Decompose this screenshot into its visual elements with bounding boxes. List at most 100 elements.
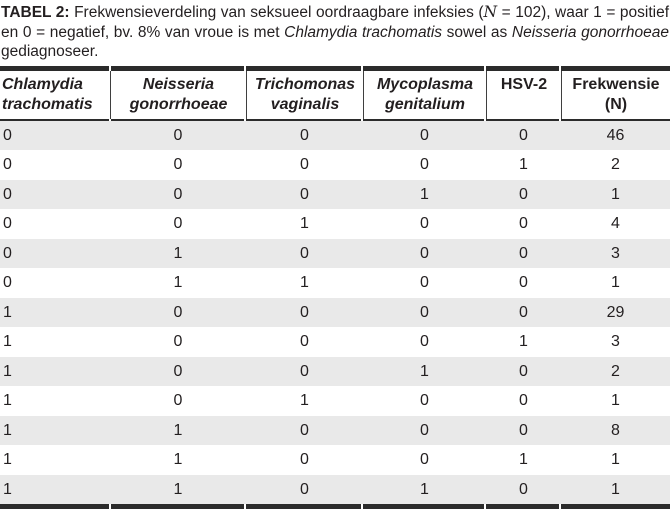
cell-mycoplasma: 1 — [420, 480, 429, 498]
column-header-trichomonas: Trichomonas vaginalis — [246, 70, 363, 119]
cell-chlamydia: 1 — [3, 451, 12, 468]
cell-neisseria: 0 — [173, 333, 183, 350]
cell-trichomonas: 0 — [300, 333, 309, 350]
header-line1: HSV-2 — [500, 75, 548, 93]
cell-frekwensie: 1 — [611, 185, 620, 203]
cell-neisseria: 1 — [173, 451, 183, 468]
table-row: 1 0 0 0 0 29 — [0, 297, 670, 327]
header-line2: vaginalis — [270, 96, 340, 113]
header-line2: trachomatis — [2, 96, 93, 113]
table-body: 0 0 0 0 0 46 0 0 0 0 1 2 0 0 0 1 0 1 0 0 1 0 0 4 0 1 0 0 0 3 0 1 1 0 0 1 1 0 0… — [0, 120, 670, 504]
cell-hsv2: 0 — [519, 303, 528, 321]
cell-chlamydia: 0 — [3, 215, 12, 232]
column-header-hsv2: HSV-2 — [486, 70, 561, 119]
cell-neisseria: 1 — [173, 274, 183, 291]
table-row: 0 0 1 0 0 4 — [0, 209, 670, 239]
cell-hsv2: 0 — [519, 244, 528, 262]
cell-frekwensie: 1 — [611, 451, 620, 468]
table-row: 0 1 1 0 0 1 — [0, 268, 670, 298]
column-header-frekwensie: Frekwensie (N) — [561, 70, 670, 119]
table-row: 0 0 0 0 1 2 — [0, 150, 670, 180]
caption-text: = 102), waar 1 = positief en 0 = negatie… — [1, 4, 670, 41]
cell-hsv2: 0 — [519, 274, 528, 291]
column-header-chlamydia: Chlamydia trachomatis — [0, 71, 110, 119]
cell-mycoplasma: 0 — [420, 392, 429, 409]
header-line1: Neisseria — [142, 75, 215, 93]
cell-neisseria: 1 — [173, 480, 183, 498]
table-row: 1 1 0 0 1 1 — [0, 445, 670, 475]
cell-mycoplasma: 0 — [420, 303, 429, 321]
cell-trichomonas: 0 — [300, 451, 309, 468]
cell-neisseria: 0 — [173, 362, 183, 380]
cell-mycoplasma: 0 — [420, 451, 429, 468]
header-line2: gonorrhoeae — [129, 96, 228, 113]
cell-mycoplasma: 0 — [420, 244, 429, 262]
cell-hsv2: 0 — [519, 185, 528, 203]
cell-trichomonas: 1 — [300, 215, 309, 232]
table-caption: TABEL 2: Frekwensieverdeling van seksuee… — [0, 0, 670, 66]
caption-label: TABEL 2: — [1, 4, 70, 21]
cell-chlamydia: 1 — [3, 362, 12, 380]
cell-trichomonas: 0 — [300, 480, 309, 498]
caption-species-1: Chlamydia trachomatis — [284, 23, 443, 41]
header-line2: (N) — [604, 96, 628, 113]
table-row: 0 0 0 0 0 46 — [0, 120, 670, 150]
cell-frekwensie: 29 — [606, 303, 625, 321]
header-bottom-rule — [0, 118, 670, 121]
cell-chlamydia: 0 — [3, 126, 12, 144]
table-row: 1 0 0 0 1 3 — [0, 327, 670, 357]
cell-chlamydia: 1 — [3, 421, 12, 439]
column-header-mycoplasma: Mycoplasma genitalium — [363, 70, 486, 119]
cell-frekwensie: 3 — [611, 244, 620, 262]
cell-chlamydia: 0 — [3, 156, 12, 173]
cell-frekwensie: 8 — [611, 421, 620, 439]
caption-n-symbol: N — [483, 3, 498, 21]
caption-species-2: Neisseria gonorrhoeae — [511, 23, 669, 41]
cell-neisseria: 1 — [173, 421, 183, 439]
cell-chlamydia: 0 — [3, 244, 12, 262]
cell-hsv2: 1 — [519, 156, 528, 173]
header-line1: Chlamydia — [2, 75, 83, 93]
cell-mycoplasma: 0 — [420, 156, 429, 173]
cell-mycoplasma: 1 — [420, 362, 429, 380]
cell-trichomonas: 1 — [300, 392, 309, 409]
cell-neisseria: 1 — [173, 244, 183, 262]
table-row: 1 0 1 0 0 1 — [0, 386, 670, 416]
table-row: 0 1 0 0 0 3 — [0, 238, 670, 268]
header-line1: Mycoplasma — [376, 75, 474, 93]
cell-mycoplasma: 0 — [420, 126, 429, 144]
header-line1: Trichomonas — [254, 75, 356, 93]
cell-chlamydia: 1 — [3, 480, 12, 498]
table-top-border — [0, 65, 670, 71]
cell-chlamydia: 1 — [3, 303, 12, 321]
table-row: 0 0 0 1 0 1 — [0, 179, 670, 209]
cell-frekwensie: 2 — [611, 362, 620, 380]
table-row: 1 1 0 0 0 8 — [0, 415, 670, 445]
cell-trichomonas: 1 — [300, 274, 309, 291]
cell-trichomonas: 0 — [300, 421, 309, 439]
cell-hsv2: 0 — [519, 215, 528, 232]
cell-frekwensie: 2 — [611, 156, 620, 173]
cell-neisseria: 0 — [173, 185, 183, 203]
cell-frekwensie: 1 — [611, 274, 620, 291]
caption-text: gediagnoseer. — [1, 43, 99, 60]
cell-hsv2: 0 — [519, 392, 528, 409]
cell-trichomonas: 0 — [300, 303, 309, 321]
cell-chlamydia: 0 — [3, 185, 12, 203]
cell-hsv2: 0 — [519, 480, 528, 498]
cell-hsv2: 0 — [519, 421, 528, 439]
cell-trichomonas: 0 — [300, 244, 309, 262]
cell-frekwensie: 1 — [611, 392, 620, 409]
cell-hsv2: 1 — [519, 333, 528, 350]
cell-frekwensie: 4 — [611, 215, 620, 232]
cell-mycoplasma: 0 — [420, 421, 429, 439]
cell-frekwensie: 1 — [611, 480, 620, 498]
cell-chlamydia: 1 — [3, 392, 12, 409]
table-bottom-border — [0, 504, 670, 509]
cell-neisseria: 0 — [173, 303, 183, 321]
cell-neisseria: 0 — [173, 126, 183, 144]
table-row: 1 0 0 1 0 2 — [0, 356, 670, 386]
header-line1: Frekwensie — [572, 75, 660, 93]
cell-mycoplasma: 1 — [420, 185, 429, 203]
